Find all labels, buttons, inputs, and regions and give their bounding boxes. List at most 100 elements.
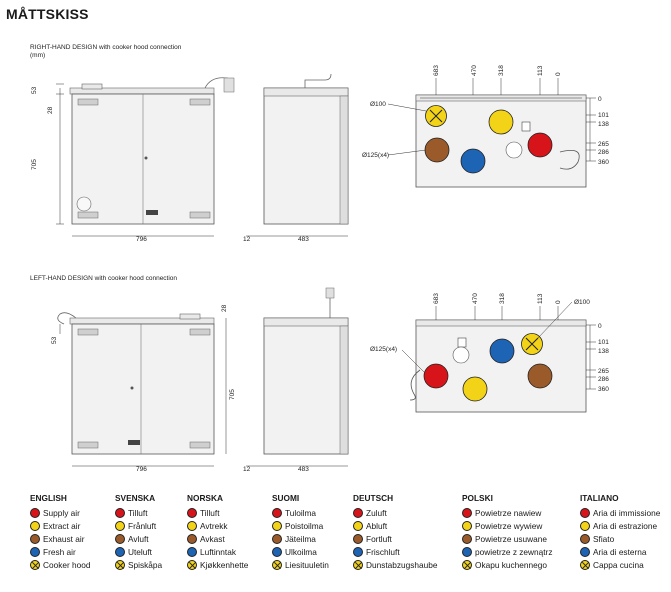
legend-column-polski: POLSKI Powietrze nawiew Powietrze wywiew Po…: [462, 493, 552, 572]
legend-item-label: Kjøkkenhette: [200, 560, 249, 571]
top-col-470: 470: [471, 65, 478, 76]
air-color-dot-icon: [272, 507, 282, 518]
legend-item: Aria di immissione: [580, 506, 660, 519]
bottom-plan-view: [409, 319, 587, 413]
air-color-dot-icon: [462, 507, 472, 518]
air-color-dot-icon: [115, 533, 125, 544]
legend-item: Spiskåpa: [115, 559, 162, 572]
legend-item: Jäteilma: [272, 532, 329, 545]
legend-column-english: ENGLISH Supply air Extract air Exhaust air F…: [30, 493, 91, 572]
legend-item: Powietrze nawiew: [462, 506, 552, 519]
legend-item-label: Ulkoilma: [285, 547, 317, 558]
legend-column-deutsch: DEUTSCH Zuluft Abluft Fortluft Frischluft Dun…: [353, 493, 438, 572]
top-dim-12: 12: [243, 236, 251, 243]
legend-item: Zuluft: [353, 506, 438, 519]
top-col-0: 0: [555, 72, 562, 76]
cooker-hood-symbol-icon: [462, 560, 472, 571]
legend-item-label: Fresh air: [43, 547, 76, 558]
top-dim-53: 53: [31, 86, 38, 94]
bottom-dim-12: 12: [243, 466, 251, 473]
legend-item: Powietrze usuwane: [462, 532, 552, 545]
air-color-dot-icon: [462, 533, 472, 544]
air-color-dot-icon: [462, 547, 472, 558]
legend-item: Tilluft: [115, 506, 162, 519]
legend-item: Avkast: [187, 532, 248, 545]
legend-item: Aria di estrazione: [580, 519, 660, 532]
legend-item: Fortluft: [353, 532, 438, 545]
legend-item-label: Avtrekk: [200, 520, 228, 531]
legend-item-label: Avkast: [200, 533, 225, 544]
bottom-front-view: [57, 312, 215, 455]
top-dia-100: Ø100: [370, 101, 386, 108]
bottom-caption: LEFT-HAND DESIGN with cooker hood connec…: [30, 275, 178, 282]
air-color-dot-icon: [272, 547, 282, 558]
air-color-dot-icon: [30, 533, 40, 544]
legend-item-label: Aria di immissione: [593, 507, 661, 518]
top-col-318: 318: [498, 65, 505, 76]
legend-item: Luftinntak: [187, 546, 248, 559]
legend-item-label: Liesituuletin: [285, 560, 329, 571]
bottom-row-101: 101: [598, 339, 609, 346]
legend-item-label: Frånluft: [128, 520, 157, 531]
legend-item: Supply air: [30, 506, 91, 519]
legend-item-label: Abluft: [366, 520, 388, 531]
legend-heading: NORSKA: [187, 493, 223, 503]
air-color-dot-icon: [187, 533, 197, 544]
bottom-row-138: 138: [598, 348, 609, 355]
legend-item-label: Poistoilma: [285, 520, 324, 531]
top-dim-705: 705: [31, 159, 38, 170]
top-col-113: 113: [537, 65, 544, 76]
cooker-hood-symbol-icon: [580, 560, 590, 571]
top-row-286: 286: [598, 149, 609, 156]
bottom-dim-53: 53: [51, 336, 58, 344]
legend-item-label: Zuluft: [366, 507, 387, 518]
top-plan-view: [415, 94, 587, 188]
legend-item-label: Exhaust air: [43, 533, 85, 544]
air-color-dot-icon: [115, 520, 125, 531]
legend-item-label: Aria di esterna: [593, 547, 647, 558]
air-color-dot-icon: [115, 547, 125, 558]
top-row-101: 101: [598, 112, 609, 119]
legend-heading: ENGLISH: [30, 493, 67, 503]
legend-item-label: Spiskåpa: [128, 560, 163, 571]
legend-heading: SUOMI: [272, 493, 300, 503]
air-color-dot-icon: [115, 507, 125, 518]
legend-item: Powietrze wywiew: [462, 519, 552, 532]
bottom-col-0: 0: [555, 300, 562, 304]
legend-column-italiano: ITALIANO Aria di immissione Aria di estraz…: [580, 493, 660, 572]
air-color-dot-icon: [272, 520, 282, 531]
legend-item: Extract air: [30, 519, 91, 532]
top-caption: RIGHT-HAND DESIGN with cooker hood conne…: [30, 44, 182, 51]
page-title: MÅTTSKISS: [6, 6, 89, 22]
bottom-row-360: 360: [598, 386, 609, 393]
legend-item-label: Cappa cucina: [593, 560, 644, 571]
legend-column-svenska: SVENSKA Tilluft Frånluft Avluft Uteluft Spisk…: [115, 493, 162, 572]
cooker-hood-symbol-icon: [30, 560, 40, 571]
cooker-hood-symbol-icon: [115, 560, 125, 571]
top-row-138: 138: [598, 121, 609, 128]
air-color-dot-icon: [353, 533, 363, 544]
legend-item-label: Luftinntak: [200, 547, 236, 558]
air-color-dot-icon: [353, 507, 363, 518]
legend-column-norska: NORSKA Tilluft Avtrekk Avkast Luftinntak Kjøk…: [187, 493, 248, 572]
legend-item: powietrze z zewnątrz: [462, 546, 552, 559]
bottom-dim-705: 705: [229, 389, 236, 400]
legend-item-label: Sfiato: [593, 533, 615, 544]
legend-item-label: Avluft: [128, 533, 149, 544]
top-dim-483: 483: [298, 236, 309, 243]
legend-item: Okapu kuchennego: [462, 559, 552, 572]
top-dia-125: Ø125(x4): [362, 152, 389, 159]
top-side-view: [263, 73, 349, 225]
legend-item: Cooker hood: [30, 559, 91, 572]
legend-item: Aria di esterna: [580, 546, 660, 559]
legend-item: Frånluft: [115, 519, 162, 532]
legend-heading: DEUTSCH: [353, 493, 394, 503]
bottom-dim-796: 796: [136, 466, 147, 473]
legend-item: Avtrekk: [187, 519, 248, 532]
legend-item: Sfiato: [580, 532, 660, 545]
legend-column-suomi: SUOMI Tuloilma Poistoilma Jäteilma Ulkoilma L…: [272, 493, 329, 572]
legend-item-label: Jäteilma: [285, 533, 316, 544]
legend-item-label: Powietrze nawiew: [475, 507, 542, 518]
legend-item: Avluft: [115, 532, 162, 545]
air-color-dot-icon: [580, 507, 590, 518]
